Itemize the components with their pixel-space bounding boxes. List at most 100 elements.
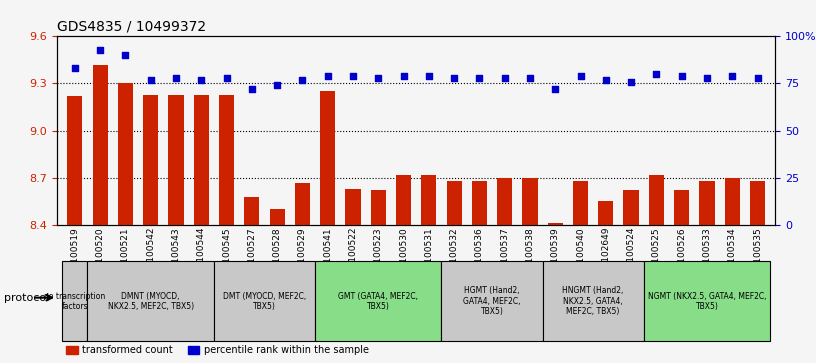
Point	[548, 86, 561, 92]
FancyBboxPatch shape	[315, 261, 441, 341]
Point	[372, 75, 385, 81]
Point	[322, 73, 335, 79]
Text: GSM1100545: GSM1100545	[222, 227, 231, 287]
Text: NGMT (NKX2.5, GATA4, MEF2C,
TBX5): NGMT (NKX2.5, GATA4, MEF2C, TBX5)	[648, 291, 766, 311]
Point	[170, 75, 183, 81]
Bar	[219, 94, 234, 225]
Bar	[674, 191, 690, 225]
Text: no transcription
factors: no transcription factors	[44, 291, 105, 311]
Point	[751, 75, 764, 81]
Point	[94, 46, 107, 52]
Text: DMNT (MYOCD,
NKX2.5, MEF2C, TBX5): DMNT (MYOCD, NKX2.5, MEF2C, TBX5)	[108, 291, 193, 311]
Text: GSM1100528: GSM1100528	[273, 227, 282, 287]
Point	[675, 73, 688, 79]
Text: protocol: protocol	[4, 293, 49, 303]
Bar	[725, 178, 740, 225]
Point	[523, 75, 536, 81]
Bar	[472, 181, 487, 225]
Point	[624, 79, 637, 85]
Text: GSM1100536: GSM1100536	[475, 227, 484, 287]
Text: GSM1100521: GSM1100521	[121, 227, 130, 287]
Text: GSM1100530: GSM1100530	[399, 227, 408, 287]
Bar	[168, 94, 184, 225]
Point	[296, 77, 309, 83]
Text: GSM1100527: GSM1100527	[247, 227, 256, 287]
Bar	[699, 181, 715, 225]
Bar	[269, 209, 285, 225]
Point	[498, 75, 511, 81]
Bar	[573, 181, 588, 225]
Text: DMT (MYOCD, MEF2C,
TBX5): DMT (MYOCD, MEF2C, TBX5)	[223, 291, 306, 311]
Point	[347, 73, 360, 79]
Text: GSM1100543: GSM1100543	[171, 227, 180, 287]
Bar	[244, 197, 259, 225]
Text: GSM1100526: GSM1100526	[677, 227, 686, 287]
Bar	[598, 201, 614, 225]
FancyBboxPatch shape	[644, 261, 770, 341]
Text: GSM1100544: GSM1100544	[197, 227, 206, 287]
Bar	[548, 224, 563, 225]
Bar	[345, 189, 361, 225]
Text: GSM1100519: GSM1100519	[70, 227, 79, 287]
FancyBboxPatch shape	[441, 261, 543, 341]
Bar	[497, 178, 512, 225]
Point	[195, 77, 208, 83]
Point	[144, 77, 157, 83]
Text: GSM1102649: GSM1102649	[601, 227, 610, 287]
Bar	[92, 65, 108, 225]
Point	[397, 73, 410, 79]
Bar	[193, 94, 209, 225]
FancyBboxPatch shape	[62, 261, 87, 341]
Point	[725, 73, 738, 79]
Bar	[750, 181, 765, 225]
Point	[69, 65, 82, 71]
Bar	[623, 191, 639, 225]
Point	[447, 75, 460, 81]
Text: GDS4835 / 10499372: GDS4835 / 10499372	[57, 20, 206, 34]
Point	[422, 73, 435, 79]
Text: GSM1100533: GSM1100533	[703, 227, 712, 287]
Bar	[67, 96, 82, 225]
Bar	[522, 178, 538, 225]
Point	[574, 73, 587, 79]
Text: GSM1100522: GSM1100522	[348, 227, 357, 287]
Text: GSM1100534: GSM1100534	[728, 227, 737, 287]
Text: GSM1100525: GSM1100525	[652, 227, 661, 287]
Text: GSM1100541: GSM1100541	[323, 227, 332, 287]
Bar	[649, 175, 664, 225]
Legend: transformed count, percentile rank within the sample: transformed count, percentile rank withi…	[62, 342, 373, 359]
Text: GSM1100524: GSM1100524	[627, 227, 636, 287]
Point	[599, 77, 612, 83]
Text: GSM1100542: GSM1100542	[146, 227, 155, 287]
Text: GSM1100540: GSM1100540	[576, 227, 585, 287]
Bar	[370, 191, 386, 225]
Text: GSM1100539: GSM1100539	[551, 227, 560, 287]
FancyBboxPatch shape	[87, 261, 214, 341]
Bar	[320, 91, 335, 225]
Point	[271, 82, 284, 88]
Bar	[396, 175, 411, 225]
Text: GSM1100532: GSM1100532	[450, 227, 459, 287]
Bar	[143, 94, 158, 225]
Point	[700, 75, 713, 81]
Text: GSM1100523: GSM1100523	[374, 227, 383, 287]
Point	[246, 86, 259, 92]
Text: GSM1100535: GSM1100535	[753, 227, 762, 287]
Text: GSM1100538: GSM1100538	[526, 227, 534, 287]
Point	[220, 75, 233, 81]
Text: GSM1100520: GSM1100520	[95, 227, 104, 287]
Bar	[421, 175, 437, 225]
FancyBboxPatch shape	[543, 261, 644, 341]
Text: GSM1100537: GSM1100537	[500, 227, 509, 287]
Point	[119, 52, 132, 58]
Point	[472, 75, 486, 81]
Text: GSM1100529: GSM1100529	[298, 227, 307, 287]
Bar	[446, 181, 462, 225]
Text: HNGMT (Hand2,
NKX2.5, GATA4,
MEF2C, TBX5): HNGMT (Hand2, NKX2.5, GATA4, MEF2C, TBX5…	[562, 286, 624, 316]
Text: HGMT (Hand2,
GATA4, MEF2C,
TBX5): HGMT (Hand2, GATA4, MEF2C, TBX5)	[463, 286, 521, 316]
FancyBboxPatch shape	[214, 261, 315, 341]
Bar	[118, 83, 133, 225]
Bar	[295, 183, 310, 225]
Text: GSM1100531: GSM1100531	[424, 227, 433, 287]
Point	[650, 71, 663, 77]
